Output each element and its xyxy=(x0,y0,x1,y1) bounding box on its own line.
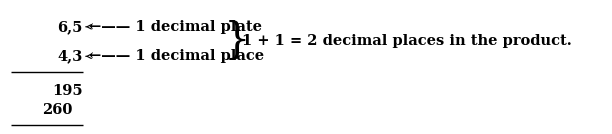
Text: 1 + 1 = 2 decimal places in the product.: 1 + 1 = 2 decimal places in the product. xyxy=(242,34,572,48)
Text: 260: 260 xyxy=(42,103,72,117)
Text: 4,3: 4,3 xyxy=(58,49,83,63)
Text: }: } xyxy=(223,20,250,62)
Text: 6,5: 6,5 xyxy=(58,20,83,34)
Text: ←—— 1 decimal place: ←—— 1 decimal place xyxy=(89,49,264,63)
Text: 195: 195 xyxy=(52,84,83,98)
Text: ←—— 1 decimal plate: ←—— 1 decimal plate xyxy=(89,20,262,34)
